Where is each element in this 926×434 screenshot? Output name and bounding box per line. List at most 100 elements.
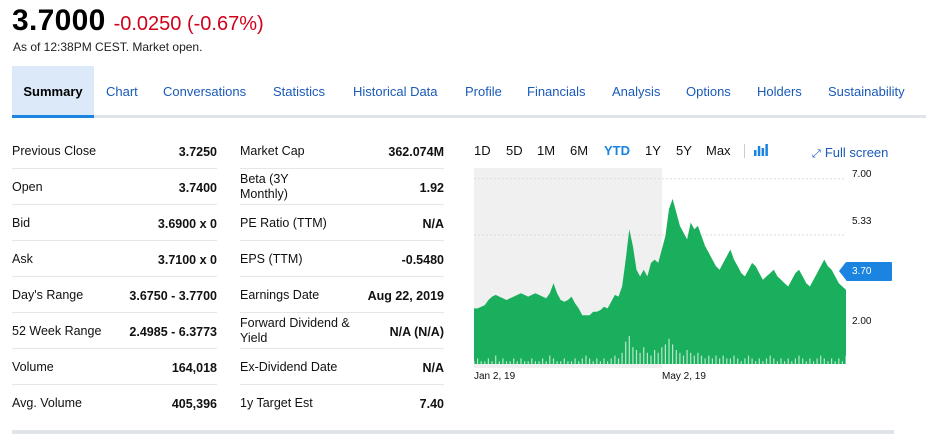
y-tick-label: 5.33 [852,216,872,227]
range-6m[interactable]: 6M [570,143,589,158]
tab-options[interactable]: Options [686,84,731,99]
stats-value: -0.5480 [401,253,444,267]
volume-bar [531,358,533,364]
volume-bar [831,358,833,364]
stats-value: 7.40 [419,397,444,411]
stats-label: Ask [12,252,33,266]
range-ytd[interactable]: YTD [604,143,630,158]
volume-bar [769,355,771,364]
volume-bar [661,347,663,364]
tab-chart[interactable]: Chart [106,84,138,99]
price-chart[interactable] [473,168,847,368]
stats-label: Open [12,180,43,194]
tab-summary[interactable]: Summary [12,66,94,118]
range-1m[interactable]: 1M [537,143,556,158]
volume-bar [639,352,641,364]
volume-bar [599,361,601,364]
volume-bar [740,361,742,364]
volume-bar [513,358,515,364]
volume-bar [495,355,497,364]
volume-bar [650,355,652,364]
volume-bar [628,336,630,364]
volume-bar [751,358,753,364]
volume-bar [552,358,555,364]
tab-conversations[interactable]: Conversations [163,84,247,99]
tab-profile[interactable]: Profile [465,84,502,99]
quote-change: -0.0250 (-0.67%) [113,13,264,35]
volume-bar [765,358,768,364]
range-5y[interactable]: 5Y [676,143,692,158]
volume-bar [805,361,807,364]
stats-label: Previous Close [12,144,97,158]
volume-bar [563,358,565,364]
stats-label: Ex-Dividend Date [240,360,338,374]
volume-bar [693,355,695,364]
volume-bar [635,350,638,364]
stats-label: Earnings Date [240,288,320,302]
volume-bar [744,358,746,364]
volume-bar [809,358,811,364]
volume-bar [578,361,580,364]
volume-bar [646,352,648,364]
range-1y[interactable]: 1Y [645,143,661,158]
expand-icon: ⤢ [812,148,821,160]
volume-bar [780,358,782,364]
stats-label: Day's Range [12,288,84,302]
quote-price: 3.7000 [12,4,106,37]
volume-bar [841,361,843,364]
volume-bar [610,358,612,364]
volume-bar [480,361,482,364]
stats-label: Avg. Volume [12,396,82,410]
volume-bar [773,358,775,364]
range-5d[interactable]: 5D [506,143,523,158]
tab-statistics[interactable]: Statistics [273,84,326,99]
stats-value: N/A (N/A) [389,325,444,339]
stats-value: 405,396 [171,397,217,411]
range-max[interactable]: Max [706,143,731,158]
volume-bar [820,355,822,364]
table-row: Earnings Date Aug 22, 2019 [240,277,444,313]
volume-bar [556,361,558,364]
volume-bar [697,352,699,364]
volume-bar [632,347,634,364]
stats-value: 3.7250 [178,145,217,159]
volume-bar [567,361,569,364]
volume-bar [722,355,724,364]
volume-bar [784,361,786,364]
volume-bar [827,361,829,364]
table-row: Market Cap 362.074M [240,133,444,169]
stats-value: N/A [422,217,444,231]
bar-chart-icon[interactable] [754,144,768,159]
volume-bar [802,358,804,364]
tab-holders[interactable]: Holders [757,84,802,99]
table-row: Bid 3.6900 x 0 [12,205,217,241]
quote-as-of: As of 12:38PM CEST. Market open. [13,40,203,54]
volume-bar [715,355,717,364]
volume-bar [585,355,587,364]
volume-bar [527,361,529,364]
volume-bar [729,358,731,364]
volume-bar [755,361,757,364]
stats-value: 3.7400 [178,181,217,195]
table-row: EPS (TTM) -0.5480 [240,241,444,277]
volume-bar [823,358,825,364]
stats-label: 1y Target Est [240,396,313,410]
volume-bar [592,361,594,364]
full-screen-button[interactable]: ⤢ Full screen [812,145,888,161]
volume-bar [603,358,605,364]
tab-historical-data[interactable]: Historical Data [353,84,438,99]
tab-analysis[interactable]: Analysis [612,84,661,99]
range-1d[interactable]: 1D [474,143,491,158]
volume-bar [545,361,547,364]
volume-bar [484,361,486,364]
stats-value: 3.6900 x 0 [157,217,217,231]
stats-label: Volume [12,360,54,374]
tab-sustainability[interactable]: Sustainability [828,84,905,99]
x-tick-label: May 2, 19 [662,371,706,382]
volume-bar [509,361,511,364]
volume-bar [643,347,645,364]
volume-bar [524,361,526,364]
volume-bar [679,352,681,364]
tab-financials[interactable]: Financials [527,84,586,99]
volume-bar [477,358,479,364]
